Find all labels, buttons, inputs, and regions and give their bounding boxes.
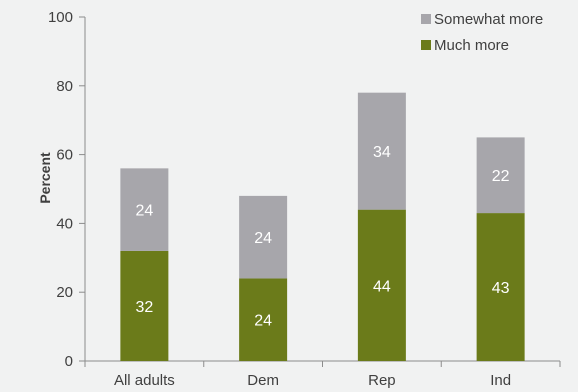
bar-segment	[357, 209, 406, 361]
x-tick-label: Dem	[247, 372, 279, 389]
legend: Somewhat more Much more	[421, 11, 543, 54]
bar-segment	[239, 278, 288, 361]
bar-segment	[476, 213, 525, 361]
bar-segment	[239, 195, 288, 279]
data-label: 24	[135, 203, 153, 220]
y-tick-label: 0	[65, 353, 73, 370]
bar-segment	[120, 168, 169, 251]
data-label: 44	[373, 278, 391, 295]
x-tick-label: All adults	[114, 372, 175, 389]
data-label: 43	[492, 280, 510, 297]
bar-segment	[357, 92, 406, 210]
y-axis-label: Percent	[37, 152, 53, 204]
data-label: 24	[254, 230, 272, 247]
data-label: 32	[135, 299, 153, 316]
y-tick-label: 60	[56, 147, 73, 164]
legend-label: Much more	[434, 37, 509, 54]
data-label: 34	[373, 144, 391, 161]
y-tick-label: 20	[56, 284, 73, 301]
legend-swatch	[421, 40, 431, 50]
x-tick-label: Ind	[490, 372, 511, 389]
legend-label: Somewhat more	[434, 11, 543, 28]
y-tick-label: 100	[48, 9, 73, 26]
x-tick-label: Rep	[368, 372, 396, 389]
bar-segment	[120, 250, 169, 361]
data-label: 24	[254, 313, 272, 330]
legend-swatch	[421, 14, 431, 24]
bars: 32 24 24 24 44 34 43 22	[120, 92, 525, 361]
y-axis: 0 20 40 60 80 100	[48, 9, 86, 370]
data-label: 22	[492, 168, 510, 185]
x-axis: All adults Dem Rep Ind	[84, 360, 561, 389]
bar-segment	[476, 137, 525, 214]
y-tick-label: 40	[56, 215, 73, 232]
y-tick-label: 80	[56, 78, 73, 95]
